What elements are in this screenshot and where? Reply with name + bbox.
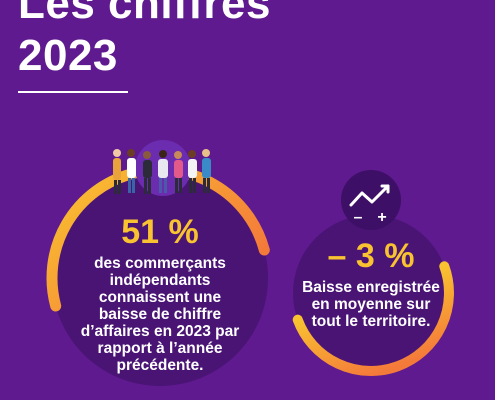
left-desc-line: d’affaires en 2023 par (80, 323, 240, 340)
left-stat-description: des commerçants indépendants connaissent… (60, 255, 260, 374)
right-desc-line: Baisse enregistrée (302, 279, 440, 296)
title-line-1: Les chiffres (18, 0, 271, 28)
trend-chart-icon: – + (341, 170, 401, 230)
title-underline (18, 91, 128, 93)
left-desc-line: indépendants (109, 272, 211, 289)
title-line-2: 2023 (18, 31, 118, 80)
left-desc-line: baisse de chiffre (98, 306, 222, 323)
left-desc-line: connaissent une (98, 289, 222, 306)
right-desc-line: tout le territoire. (311, 313, 431, 330)
right-stat-circle (292, 215, 454, 376)
minus-icon: – (354, 209, 363, 226)
left-stat: 51 % des commerçants indépendants connai… (60, 213, 260, 374)
page-title: Les chiffres 2023 (18, 0, 271, 82)
left-desc-line: des commerçants (94, 255, 226, 272)
left-desc-line: rapport à l’année (97, 340, 223, 357)
right-stat-description: Baisse enregistrée en moyenne sur tout l… (296, 279, 446, 330)
plus-icon: + (377, 209, 386, 226)
right-stat-value: – 3 % (327, 237, 415, 275)
people-group-illustration (113, 140, 211, 196)
right-desc-line: en moyenne sur (311, 296, 431, 313)
left-stat-value: 51 % (121, 213, 199, 251)
right-stat: – 3 % Baisse enregistrée en moyenne sur … (296, 237, 446, 330)
left-desc-line: précédente. (116, 357, 204, 374)
